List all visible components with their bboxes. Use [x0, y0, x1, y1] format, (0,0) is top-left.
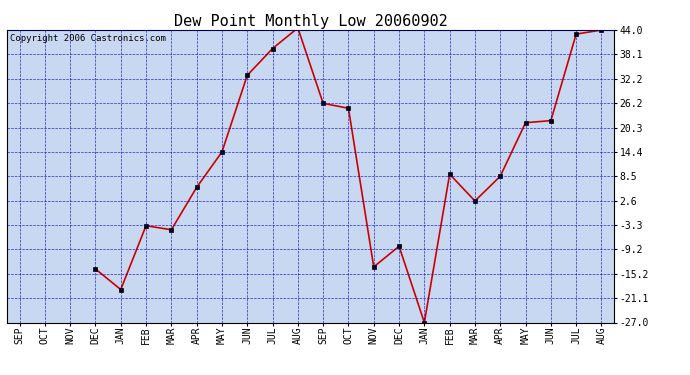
Text: Copyright 2006 Castronics.com: Copyright 2006 Castronics.com	[10, 34, 166, 44]
Title: Dew Point Monthly Low 20060902: Dew Point Monthly Low 20060902	[174, 14, 447, 29]
